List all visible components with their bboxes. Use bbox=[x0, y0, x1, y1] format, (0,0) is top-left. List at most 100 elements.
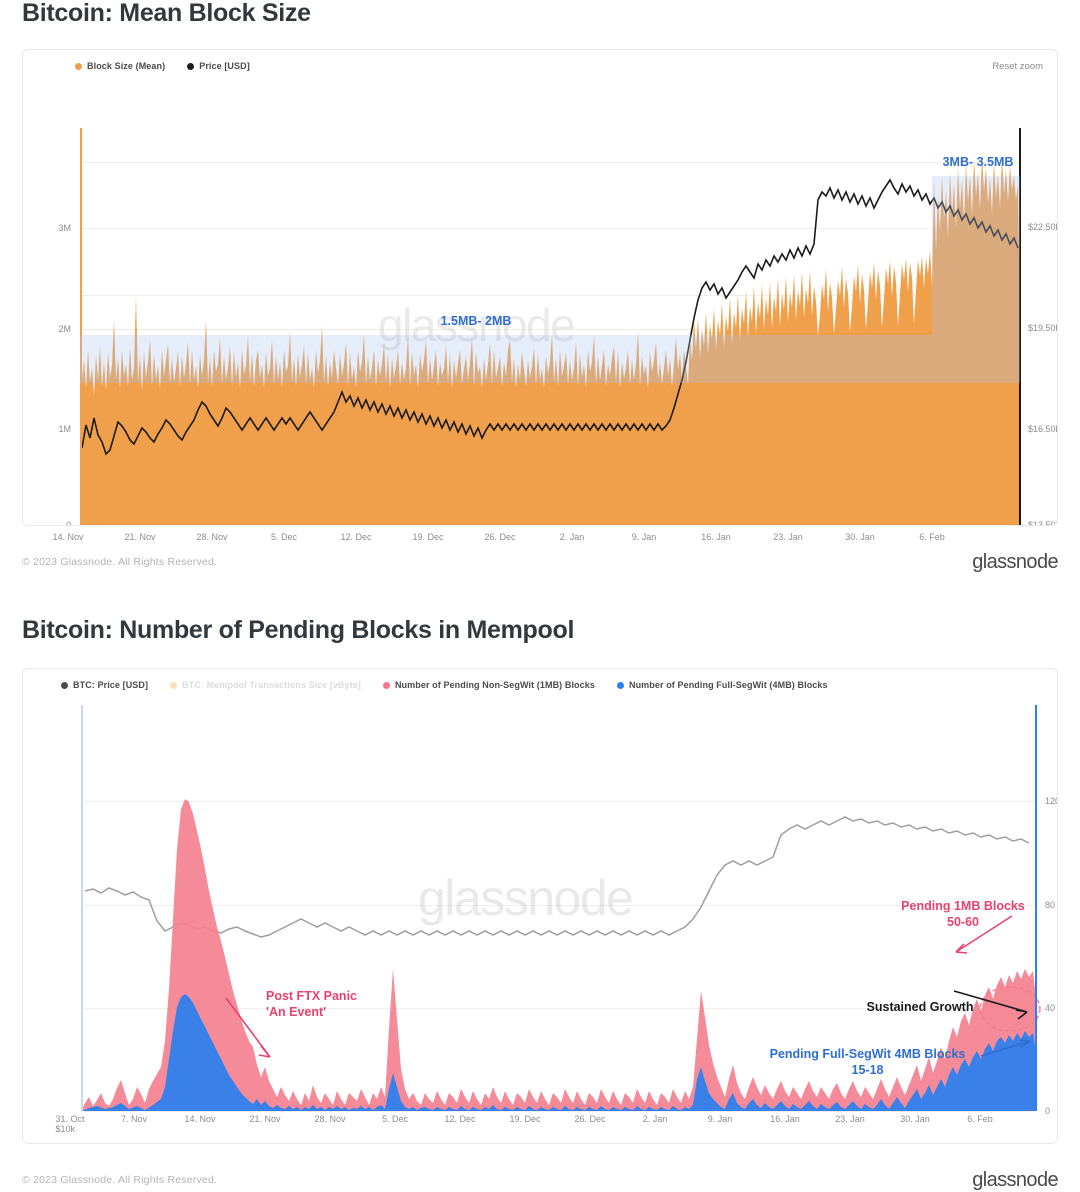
annotation-pending-full-segwit: Pending Full-SegWit 4MB Blocks 15-18 bbox=[735, 1047, 1000, 1078]
y-axis-tick-label-2: $10k bbox=[55, 1124, 75, 1134]
btc-price-line-series bbox=[84, 816, 1030, 938]
legend-label: BTC: Mempool Transactions Size [vByte] bbox=[182, 680, 361, 690]
x-axis-tick-label: 16. Jan bbox=[701, 532, 731, 542]
x-axis-tick-label: 12. Dec bbox=[444, 1114, 476, 1124]
annotation-pending-1mb: Pending 1MB Blocks 50-60 bbox=[885, 899, 1041, 930]
legend-item-price[interactable]: Price [USD] bbox=[187, 61, 250, 71]
highlight-ellipse-pending-1mb bbox=[979, 986, 1041, 1032]
legend-dot-icon bbox=[61, 681, 68, 689]
legend-dot-icon bbox=[382, 681, 390, 689]
legend-dot-icon bbox=[75, 62, 82, 70]
y-axis-tick-label: 0 bbox=[65, 520, 71, 526]
block-size-area-series bbox=[80, 138, 1019, 525]
x-axis-tick-label: 26. Dec bbox=[574, 1114, 606, 1124]
legend-item-mempool-size[interactable]: BTC: Mempool Transactions Size [vByte] bbox=[170, 680, 361, 690]
legend-dot-icon bbox=[170, 681, 178, 689]
legend-item-block-size[interactable]: Block Size (Mean) bbox=[75, 61, 165, 71]
y-axis-right-spine bbox=[1019, 128, 1021, 525]
gridline bbox=[80, 162, 1019, 163]
x-axis-tick-label: 30. Jan bbox=[900, 1114, 930, 1124]
chart2-legend: BTC: Price [USD] BTC: Mempool Transactio… bbox=[61, 680, 850, 690]
y2-axis-tick-label: $16.50k bbox=[1028, 424, 1058, 434]
y2-axis-tick-label-2: 0 bbox=[1045, 1106, 1051, 1116]
x-axis-tick-label: 2. Jan bbox=[642, 1114, 668, 1124]
chart1-footer: © 2023 Glassnode. All Rights Reserved. g… bbox=[22, 550, 1059, 574]
x-axis-tick-label: 19. Dec bbox=[509, 1114, 541, 1124]
legend-label: BTC: Price [USD] bbox=[73, 680, 149, 690]
x-axis-tick-label: 28. Nov bbox=[196, 532, 228, 542]
x-axis-tick-label: 31. Oct bbox=[55, 1114, 85, 1124]
y2-axis-tick-label-2: 40 bbox=[1045, 1003, 1056, 1013]
x-axis-tick-label: 14. Nov bbox=[52, 532, 84, 542]
highlight-band-3mb-3-5mb bbox=[932, 176, 1020, 383]
legend-item-btc-price[interactable]: BTC: Price [USD] bbox=[61, 680, 148, 690]
legend-dot-icon bbox=[187, 62, 195, 70]
x-axis-tick-label: 2. Jan bbox=[559, 532, 585, 542]
legend-item-non-segwit-blocks[interactable]: Number of Pending Non-SegWit (1MB) Block… bbox=[382, 680, 595, 690]
legend-label: Price [USD] bbox=[199, 61, 250, 71]
x-axis-tick-label: 6. Feb bbox=[967, 1114, 993, 1124]
x-axis-tick-label: 21. Nov bbox=[249, 1114, 281, 1124]
copyright-text-2: © 2023 Glassnode. All Rights Reserved. bbox=[22, 1174, 218, 1186]
glassnode-logo: glassnode bbox=[972, 550, 1058, 573]
chart-card-1: Block Size (Mean) Price [USD] Reset zoom bbox=[22, 49, 1058, 526]
y2-axis-tick-label-2: 80 bbox=[1045, 900, 1056, 910]
chart2-plot: glassnode bbox=[23, 669, 1057, 1143]
y-axis-left-spine bbox=[80, 128, 82, 525]
y-axis-left-spine-2 bbox=[81, 705, 83, 1111]
x-axis-tick-label: 9. Jan bbox=[707, 1114, 733, 1124]
annotation-line-2: 50-60 bbox=[947, 914, 979, 929]
y2-axis-tick-label: $13.50k bbox=[1028, 520, 1058, 526]
x-axis-tick-label: 30. Jan bbox=[845, 532, 875, 542]
chart1-x-axis: 14. Nov 21. Nov 28. Nov 5. Dec 12. Dec 1… bbox=[22, 532, 1058, 548]
x-axis-tick-label: 23. Jan bbox=[835, 1114, 865, 1124]
gridline bbox=[80, 295, 1019, 296]
gridline bbox=[81, 1008, 1035, 1009]
chart1-plot: glassnode 1.5MB- 2MB bbox=[23, 50, 1058, 526]
legend-dot-icon bbox=[616, 681, 624, 689]
gridline bbox=[80, 228, 1019, 229]
annotation-sustained-growth: Sustained Growth bbox=[866, 1000, 974, 1014]
chart1-legend: Block Size (Mean) Price [USD] bbox=[75, 61, 272, 71]
gridline bbox=[81, 905, 1035, 906]
y2-axis-tick-label-2: 120 bbox=[1045, 796, 1057, 806]
annotation-line-2: 'An Event' bbox=[266, 1004, 327, 1019]
x-axis-tick-label: 23. Jan bbox=[773, 532, 803, 542]
legend-item-full-segwit-blocks[interactable]: Number of Pending Full-SegWit (4MB) Bloc… bbox=[616, 680, 828, 690]
gridline bbox=[80, 329, 1019, 330]
legend-label: Number of Pending Full-SegWit (4MB) Bloc… bbox=[628, 680, 828, 690]
gridline bbox=[81, 1111, 1035, 1112]
x-axis-tick-label: 19. Dec bbox=[412, 532, 444, 542]
annotation-post-ftx-panic: Post FTX Panic 'An Event' bbox=[266, 989, 386, 1020]
x-axis-tick-label: 6. Feb bbox=[919, 532, 945, 542]
annotation-band-2: 3MB- 3.5MB bbox=[942, 155, 1014, 169]
legend-label: Number of Pending Non-SegWit (1MB) Block… bbox=[394, 680, 595, 690]
y2-axis-tick-label: $19.50k bbox=[1028, 323, 1058, 333]
annotation-line-1: Pending Full-SegWit 4MB Blocks bbox=[769, 1047, 966, 1061]
price-line-series bbox=[81, 178, 1019, 456]
y-axis-tick-label: 3M bbox=[58, 223, 71, 233]
x-axis-tick-label: 16. Jan bbox=[770, 1114, 800, 1124]
full-segwit-blocks-area-series bbox=[81, 994, 1035, 1111]
reset-zoom-button[interactable]: Reset zoom bbox=[992, 61, 1043, 72]
copyright-text: © 2023 Glassnode. All Rights Reserved. bbox=[22, 556, 218, 568]
annotation-band-1: 1.5MB- 2MB bbox=[440, 314, 512, 328]
page-title-2: Bitcoin: Number of Pending Blocks in Mem… bbox=[22, 616, 575, 644]
highlight-band-1-5mb-2mb bbox=[80, 335, 932, 383]
y-axis-tick-label: 2M bbox=[58, 324, 71, 334]
x-axis-tick-label: 9. Jan bbox=[631, 532, 657, 542]
y-axis-right-spine-2 bbox=[1035, 705, 1037, 1111]
annotation-line-1: Post FTX Panic bbox=[266, 989, 357, 1003]
annotation-line-1: Pending 1MB Blocks bbox=[901, 899, 1025, 913]
gridline bbox=[81, 801, 1035, 802]
y-axis-tick-label: 1M bbox=[58, 424, 71, 434]
x-axis-tick-label: 26. Dec bbox=[484, 532, 516, 542]
x-axis-tick-label: 5. Dec bbox=[381, 1114, 409, 1124]
chart2-x-axis: 31. Oct 7. Nov 14. Nov 21. Nov 28. Nov 5… bbox=[22, 1114, 1058, 1130]
annotation-arrows bbox=[225, 915, 1031, 1058]
page-title: Bitcoin: Mean Block Size bbox=[22, 0, 311, 27]
y2-axis-tick-label: $22.50k bbox=[1028, 222, 1058, 232]
glassnode-logo-2: glassnode bbox=[972, 1168, 1058, 1191]
legend-label: Block Size (Mean) bbox=[87, 61, 166, 71]
